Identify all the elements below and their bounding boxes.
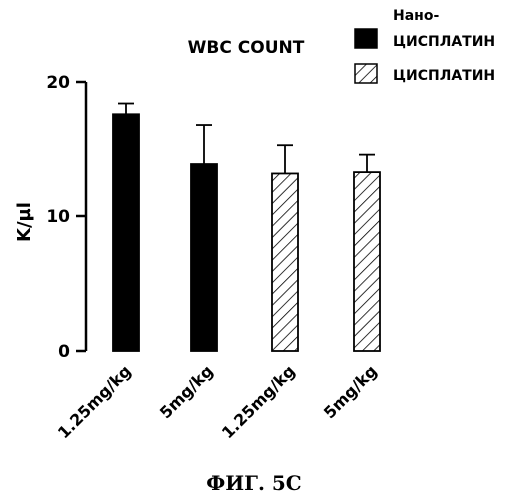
bars-layer <box>113 104 380 351</box>
x-category-label-4: 5mg/kg <box>320 361 381 422</box>
bar-3 <box>272 173 298 351</box>
chart-title: WBC COUNT <box>188 38 305 58</box>
x-category-label-3: 1.25mg/kg <box>218 361 299 442</box>
figure-caption: ФИГ. 5С <box>206 471 301 495</box>
bar-4 <box>354 172 380 351</box>
y-axis-label: K/µl <box>14 202 35 242</box>
legend-label-nano-line2: ЦИСПЛАТИН <box>393 34 495 50</box>
legend-label-nano-line1: Нано- <box>393 8 439 24</box>
y-tick-label-10: 10 <box>46 207 70 227</box>
bar-2 <box>191 164 217 351</box>
y-tick-label-20: 20 <box>46 73 70 93</box>
legend-swatch-cisplatin <box>355 64 377 83</box>
legend-swatch-nano <box>355 29 377 48</box>
x-category-label-1: 1.25mg/kg <box>54 361 135 442</box>
legend-label-cisplatin: ЦИСПЛАТИН <box>393 68 495 84</box>
bar-1 <box>113 114 139 351</box>
y-tick-label-0: 0 <box>58 342 70 362</box>
x-category-label-2: 5mg/kg <box>156 361 217 422</box>
